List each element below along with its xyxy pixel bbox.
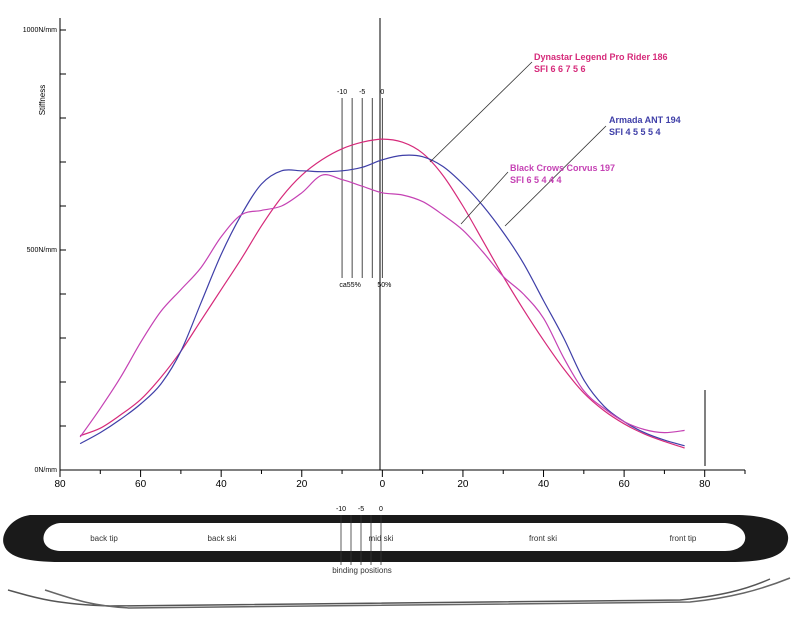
- legend-blackcrows-name: Black Crows Corvus 197: [510, 163, 615, 173]
- x-tick-label: 80: [699, 479, 711, 490]
- leader-armada: [504, 125, 607, 227]
- legend-dynastar-sfi: SFI 6 6 7 5 6: [534, 64, 586, 74]
- x-tick-label: 20: [457, 479, 469, 490]
- binding-marker-label: -5: [359, 89, 365, 96]
- y-ticks: 1000N/mm 500N/mm 0N/mm: [23, 27, 66, 474]
- x-tick-label: 40: [538, 479, 550, 490]
- ski-label-back-ski: back ski: [208, 534, 237, 543]
- x-ticks: 80 60 40 20 0 20 40 60 80: [54, 470, 746, 490]
- ski-binding-marker: -10: [336, 506, 346, 513]
- series-line-1: [79, 154, 685, 447]
- ski-label-back-tip: back tip: [90, 534, 118, 543]
- x-tick-label: 80: [54, 479, 66, 490]
- legend-armada-name: Armada ANT 194: [609, 115, 681, 125]
- y-tick-label: 0N/mm: [34, 467, 57, 474]
- binding-marker-label: -10: [337, 89, 347, 96]
- x-tick-label: 60: [619, 479, 631, 490]
- ski-label-front-tip: front tip: [670, 534, 697, 543]
- leader-dynastar: [429, 61, 533, 163]
- ski-label-mid-ski: mid ski: [369, 534, 394, 543]
- binding-lines: -10 -5 0 ca55% 50%: [337, 89, 391, 289]
- ski-inner: [43, 523, 746, 551]
- x-tick-label: 40: [216, 479, 228, 490]
- legend-dynastar-name: Dynastar Legend Pro Rider 186: [534, 52, 668, 62]
- legend-blackcrows-sfi: SFI 6 5 4 4 4: [510, 175, 562, 185]
- y-tick-label: 1000N/mm: [23, 27, 57, 34]
- ski-side-profile: [7, 577, 791, 609]
- ski-binding-marker: -5: [358, 506, 364, 513]
- ratio-label: ca55%: [339, 282, 360, 289]
- series-lines: [79, 138, 685, 449]
- binding-marker-label: 0: [380, 89, 384, 96]
- ski-binding-marker: 0: [379, 506, 383, 513]
- x-tick-label: 0: [380, 479, 386, 490]
- x-tick-label: 60: [135, 479, 147, 490]
- ski-top-view: -10 -5 0 back tip back ski mid ski front…: [3, 506, 789, 575]
- legend-armada-sfi: SFI 4 5 5 5 4: [609, 127, 661, 137]
- leader-blackcrows: [460, 171, 509, 225]
- x-tick-label: 20: [296, 479, 308, 490]
- ski-label-front-ski: front ski: [529, 534, 557, 543]
- series-line-2: [79, 174, 685, 438]
- binding-positions-caption: binding positions: [332, 566, 392, 575]
- ratio-label: 50%: [377, 282, 391, 289]
- y-tick-label: 500N/mm: [27, 247, 58, 254]
- ski-side-bottom: [44, 577, 791, 609]
- y-axis-title: Stiffness: [38, 85, 47, 116]
